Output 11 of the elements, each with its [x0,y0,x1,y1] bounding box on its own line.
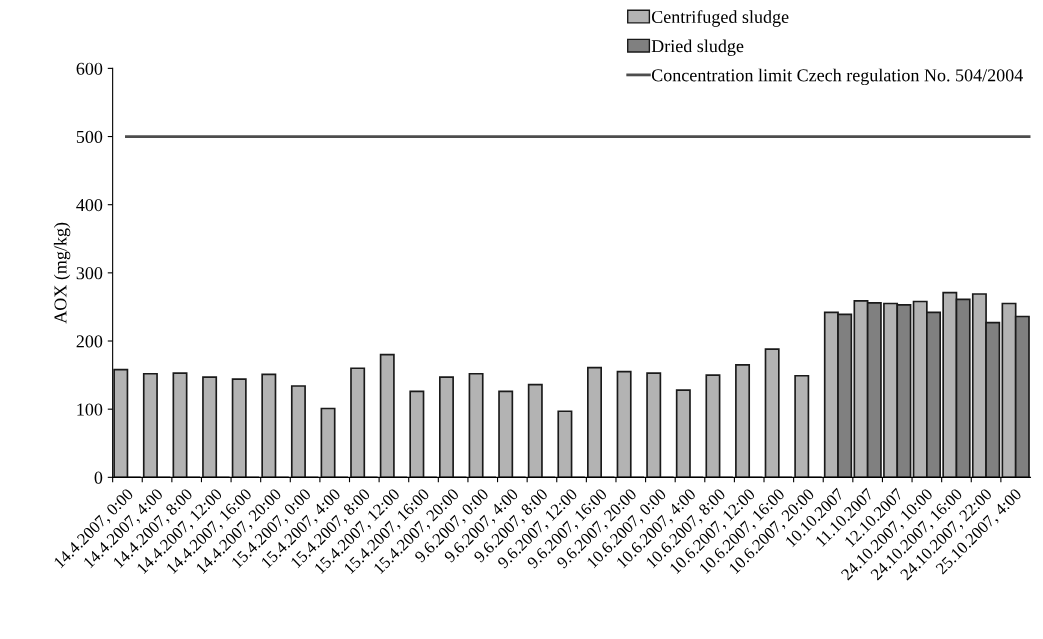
y-tick-label: 0 [94,471,103,484]
y-tick-label: 200 [76,335,103,348]
y-tick-label: 300 [76,267,103,280]
y-axis-title: AOX (mg/kg) [53,222,71,324]
legend-label: Concentration limit Czech regulation No. 504/2004 [651,68,1023,86]
legend-label: Dried sludge [651,39,744,56]
legend-label: Centrifuged sludge [651,10,789,27]
y-tick-label: 500 [76,130,103,143]
y-tick-label: 600 [76,62,103,75]
y-tick-label: 100 [77,403,103,416]
y-tick-label: 400 [76,198,103,212]
